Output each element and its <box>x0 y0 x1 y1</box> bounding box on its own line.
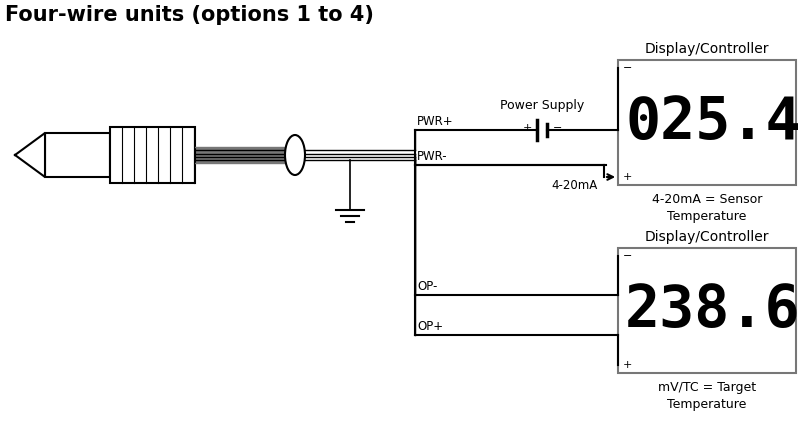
Text: OP-: OP- <box>417 280 438 293</box>
Text: −: − <box>623 251 632 261</box>
Text: +: + <box>522 123 532 133</box>
Polygon shape <box>15 133 45 177</box>
Bar <box>110 127 195 183</box>
Text: PWR-: PWR- <box>417 150 448 163</box>
Text: Power Supply: Power Supply <box>500 99 584 112</box>
Bar <box>45 133 110 177</box>
Text: PWR+: PWR+ <box>417 115 454 128</box>
Ellipse shape <box>285 135 305 175</box>
Text: OP+: OP+ <box>417 320 443 333</box>
Text: +: + <box>623 360 632 370</box>
Bar <box>618 60 796 185</box>
Text: −: − <box>623 63 632 73</box>
Text: Four-wire units (options 1 to 4): Four-wire units (options 1 to 4) <box>5 5 374 25</box>
Text: 4-20mA: 4-20mA <box>552 179 598 192</box>
Text: +: + <box>623 172 632 182</box>
Text: 025.4: 025.4 <box>625 94 800 151</box>
Text: 4-20mA = Sensor
Temperature: 4-20mA = Sensor Temperature <box>652 193 762 223</box>
Text: Display/Controller: Display/Controller <box>645 230 770 244</box>
Bar <box>618 248 796 373</box>
Text: 238.6: 238.6 <box>625 282 800 339</box>
Text: −: − <box>554 123 562 133</box>
Text: mV/TC = Target
Temperature: mV/TC = Target Temperature <box>658 381 756 411</box>
Text: Display/Controller: Display/Controller <box>645 42 770 56</box>
Bar <box>195 147 285 163</box>
